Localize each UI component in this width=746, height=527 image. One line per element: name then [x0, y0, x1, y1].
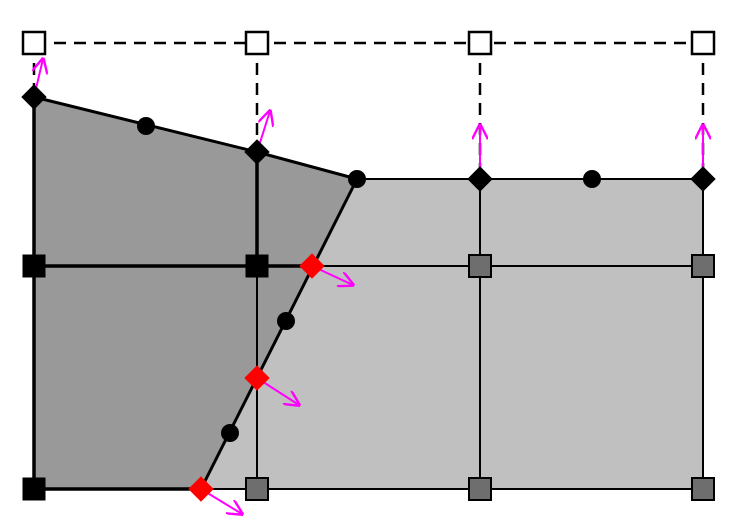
- circle-nodes: [137, 117, 601, 442]
- red-diamond-node: [244, 365, 270, 391]
- grey-square-node: [468, 477, 492, 501]
- hollow-square-node: [21, 30, 47, 56]
- black-circle-node: [137, 117, 155, 135]
- dark-region: [34, 97, 357, 489]
- hollow-square-node: [467, 30, 493, 56]
- grey-square-node: [468, 254, 492, 278]
- black-diamond-nodes: [21, 84, 716, 192]
- black-circle-node: [583, 170, 601, 188]
- grey-square-node: [245, 477, 269, 501]
- black-circle-node: [348, 170, 366, 188]
- regions: [34, 97, 703, 489]
- grey-square-nodes: [245, 254, 715, 501]
- grey-square-node: [691, 254, 715, 278]
- black-circle-node: [221, 424, 239, 442]
- hollow-square-node: [244, 30, 270, 56]
- light-region: [201, 179, 703, 489]
- black-circle-node: [277, 312, 295, 330]
- black-diamond-node: [467, 166, 493, 192]
- black-diamond-node: [21, 84, 47, 110]
- grey-square-node: [691, 477, 715, 501]
- black-diamond-node: [244, 139, 270, 165]
- red-diamond-node: [188, 476, 214, 502]
- black-square-node: [245, 254, 269, 278]
- black-square-nodes: [22, 254, 269, 501]
- red-diamond-node: [299, 253, 325, 279]
- black-square-node: [22, 254, 46, 278]
- intersection-nodes: [188, 253, 325, 502]
- hollow-nodes: [21, 30, 716, 56]
- black-diamond-node: [690, 166, 716, 192]
- black-square-node: [22, 477, 46, 501]
- hollow-square-node: [690, 30, 716, 56]
